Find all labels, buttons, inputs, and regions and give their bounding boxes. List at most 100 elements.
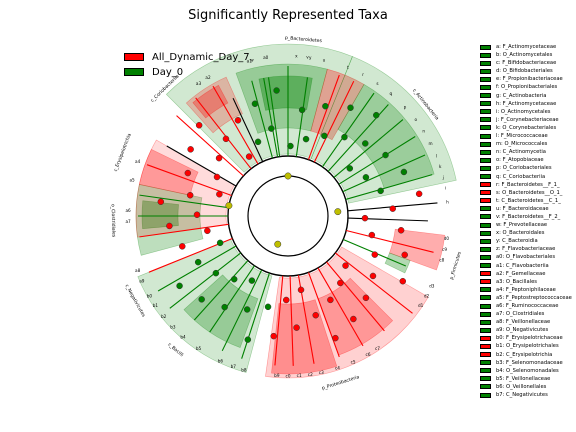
taxon-node <box>321 132 328 140</box>
clade-label: c_Erysipelotrichia <box>113 132 133 172</box>
highlight-sector <box>185 76 243 134</box>
key-swatch <box>480 182 491 188</box>
key-label: g: C_Actinobacteria <box>496 92 547 99</box>
ring-label: b0 <box>147 294 153 299</box>
key-entry: b3: F_Selenomonadaceae <box>480 359 576 367</box>
key-entry: l: F_Micrococcaceae <box>480 132 576 140</box>
clade-label: p_Bacteroidetes <box>285 35 323 44</box>
key-swatch <box>480 263 491 269</box>
ring-label: c2 <box>308 372 313 377</box>
ring-label: c1 <box>297 373 302 378</box>
tree-branch <box>326 261 385 332</box>
taxon-node <box>287 142 294 150</box>
key-label: b7: C_Negativicutes <box>496 392 548 399</box>
key-swatch <box>480 157 491 163</box>
key-label: h: F_Actinomycetaceae <box>496 100 557 107</box>
taxon-node <box>332 334 339 342</box>
key-entry: a: F_Actinomycetaceae <box>480 43 576 51</box>
key-swatch <box>480 335 491 341</box>
ring-label: c5 <box>351 360 356 365</box>
ring-label: d2 <box>424 294 430 299</box>
key-label: v: F_Bacteroidetes__F_2_ <box>496 213 561 220</box>
key-label: b6: O_Veillonellales <box>496 383 547 390</box>
legend-swatch-red <box>124 53 144 61</box>
tree-branch <box>251 80 274 159</box>
tree-branch <box>295 77 309 157</box>
taxon-node <box>186 191 194 199</box>
key-swatch <box>480 343 491 349</box>
key-swatch <box>480 165 491 171</box>
chart-title: Significantly Represented Taxa <box>188 8 388 23</box>
legend-label: Day_0 <box>152 67 184 78</box>
key-entry: n: C_Actinomycetia <box>480 148 576 156</box>
key-label: f: O_Propionibacteriales <box>496 84 558 91</box>
ring-label: a5 <box>129 178 135 183</box>
key-swatch <box>480 141 491 147</box>
key-label: a7: O_Clostridiales <box>496 311 545 318</box>
key-entry: x: O_Bacteroidales <box>480 229 576 237</box>
key-swatch <box>480 303 491 309</box>
key-entry: a4: F_Peptoniphilaceae <box>480 286 576 294</box>
key-swatch <box>480 352 491 358</box>
key-label: x: O_Bacteroidales <box>496 230 545 237</box>
ring-label: a8 <box>135 268 141 273</box>
taxon-node <box>273 87 280 94</box>
highlight-sector <box>135 139 235 238</box>
key-swatch <box>480 295 491 301</box>
ring-label: a4 <box>135 159 141 164</box>
key-label: i: O_Actinomycetales <box>496 108 551 115</box>
tree-branch <box>139 194 229 209</box>
tree-branch <box>274 275 284 366</box>
highlight-sector <box>389 228 446 271</box>
key-swatch <box>480 319 491 325</box>
tree-branch <box>346 229 434 253</box>
taxon-node-unchanged <box>284 172 292 180</box>
taxon-node <box>254 138 262 146</box>
ring-label: i <box>445 186 446 191</box>
taxon-node <box>368 231 376 239</box>
taxon-node <box>298 106 306 114</box>
ring-label: c3 <box>319 370 324 375</box>
ring-label: b9 <box>274 373 280 378</box>
ring-label: u <box>323 58 326 63</box>
key-entry: k: O_Corynebacteriales <box>480 124 576 132</box>
tree-branch <box>212 85 259 165</box>
key-swatch <box>480 238 491 244</box>
key-swatch <box>480 392 491 398</box>
key-label: l: F_Micrococcaceae <box>496 133 548 140</box>
taxon-node <box>248 277 256 284</box>
taxon-node <box>362 174 370 181</box>
tree-branch <box>317 267 364 347</box>
taxon-node <box>270 332 277 340</box>
key-swatch <box>480 93 491 99</box>
key-entry: b2: C_Erysipelotrichia <box>480 351 576 359</box>
taxon-node <box>216 190 223 198</box>
ring-label: c8 <box>439 258 444 263</box>
taxon-node <box>157 198 165 205</box>
tree-branch <box>289 275 294 366</box>
key-swatch <box>480 84 491 90</box>
key-label: y: C_Bacteroidia <box>496 238 538 245</box>
ring-label: b2 <box>161 314 167 319</box>
tree-branch <box>195 97 252 170</box>
taxon-node <box>204 227 211 235</box>
key-label: b1: O_Erysipelotrichales <box>496 343 559 350</box>
key-entry: b6: O_Veillonellales <box>480 383 576 391</box>
taxon-node <box>187 146 194 153</box>
key-entry: m: O_Micrococcales <box>480 140 576 148</box>
key-swatch <box>480 117 491 123</box>
clade-label: p_Proteobacteria <box>321 374 360 391</box>
key-entry: a1: C_Flavobacteriia <box>480 262 576 270</box>
key-swatch <box>480 206 491 212</box>
tree-branch <box>345 174 433 200</box>
highlight-sector <box>265 246 429 379</box>
key-label: n: C_Actinomycetia <box>496 149 546 156</box>
key-swatch <box>480 246 491 252</box>
key-label: r: F_Bacteroidetes__F_1_ <box>496 181 560 188</box>
taxon-node <box>264 303 272 311</box>
key-swatch <box>480 214 491 220</box>
key-label: b5: F_Veillonellaceae <box>496 375 551 382</box>
key-entry: e: F_Propionibacteriaceae <box>480 75 576 83</box>
key-swatch <box>480 368 491 374</box>
tree-ring-level-0 <box>247 175 329 257</box>
